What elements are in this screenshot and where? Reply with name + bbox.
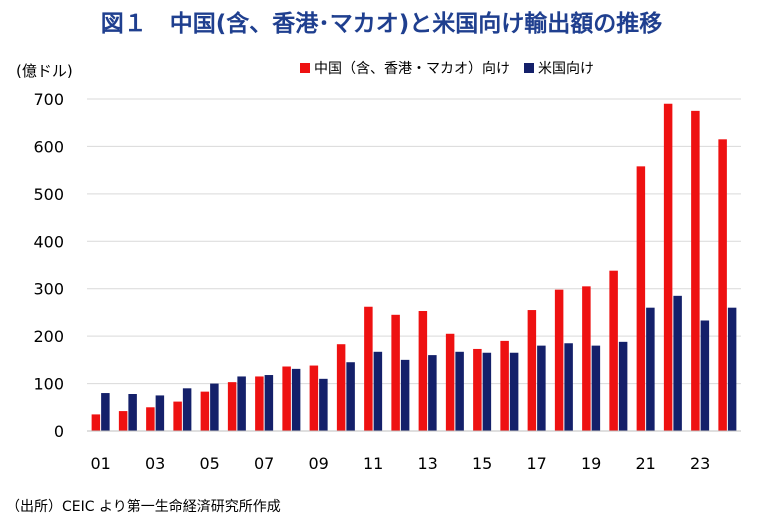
- bar-china-02: [118, 411, 128, 431]
- bar-china-11: [364, 306, 373, 431]
- bar-china-06: [227, 382, 237, 431]
- bar-us-03: [155, 395, 165, 431]
- y-axis-unit-label: (億ドル): [16, 62, 73, 80]
- bar-china-09: [309, 365, 319, 431]
- bar-china-17: [527, 310, 537, 431]
- x-tick-label: 21: [635, 454, 655, 473]
- bar-china-24: [718, 139, 727, 432]
- bar-us-09: [319, 378, 328, 431]
- y-tick-label: 100: [33, 375, 64, 394]
- bar-china-07: [255, 376, 264, 431]
- bar-us-13: [428, 355, 437, 431]
- y-tick-label: 300: [33, 280, 64, 299]
- legend-swatch-us: [524, 63, 534, 73]
- bar-us-18: [564, 343, 573, 431]
- bar-china-19: [582, 286, 591, 431]
- bar-us-11: [373, 351, 383, 431]
- bar-us-17: [537, 345, 546, 431]
- bar-us-21: [646, 307, 655, 431]
- source-note: （出所）CEIC より第一生命経済研究所作成: [6, 499, 281, 515]
- bar-china-18: [554, 289, 564, 431]
- y-tick-label: 500: [33, 185, 64, 204]
- bar-china-14: [445, 333, 455, 431]
- y-tick-label: 600: [33, 137, 64, 156]
- x-tick-label: 05: [199, 454, 219, 473]
- x-tick-label: 23: [690, 454, 710, 473]
- bar-china-23: [691, 110, 700, 431]
- x-tick-label: 19: [581, 454, 601, 473]
- x-tick-label: 13: [417, 454, 437, 473]
- bar-us-16: [509, 352, 519, 431]
- bar-us-04: [182, 388, 192, 431]
- bar-china-01: [91, 414, 101, 431]
- chart-title: 図１ 中国(含、香港･マカオ)と米国向け輸出額の推移: [100, 11, 663, 37]
- bar-china-08: [282, 366, 291, 431]
- y-tick-label: 400: [33, 232, 64, 251]
- x-tick-label: 09: [308, 454, 328, 473]
- bar-china-03: [146, 407, 155, 431]
- bar-us-06: [237, 376, 246, 431]
- bar-us-15: [482, 352, 492, 431]
- bar-us-02: [128, 394, 137, 431]
- legend-item-us: 米国向け: [524, 58, 594, 78]
- bar-us-19: [591, 345, 601, 431]
- y-tick-label: 0: [54, 422, 64, 441]
- bar-us-05: [210, 383, 219, 431]
- bar-us-14: [455, 351, 464, 431]
- bar-us-12: [400, 359, 410, 431]
- y-tick-label: 200: [33, 327, 64, 346]
- x-tick-label: 07: [254, 454, 274, 473]
- legend: 中国（含、香港・マカオ）向け 米国向け: [300, 58, 608, 78]
- bar-china-04: [173, 401, 182, 431]
- legend-label-china: 中国（含、香港・マカオ）向け: [314, 61, 510, 77]
- bar-us-01: [101, 393, 110, 431]
- x-tick-label: 11: [363, 454, 383, 473]
- x-tick-label: 15: [472, 454, 492, 473]
- bar-us-08: [291, 368, 301, 431]
- legend-item-china: 中国（含、香港・マカオ）向け: [300, 58, 510, 78]
- bar-china-15: [473, 348, 482, 431]
- bar-china-05: [200, 391, 210, 431]
- bar-us-24: [727, 307, 737, 431]
- x-tick-label: 01: [90, 454, 110, 473]
- bar-us-10: [346, 362, 355, 431]
- bar-china-22: [663, 103, 673, 431]
- y-tick-label: 700: [33, 90, 64, 109]
- legend-label-us: 米国向け: [538, 61, 594, 77]
- bar-china-21: [636, 166, 646, 431]
- bar-us-22: [673, 295, 682, 431]
- bar-china-12: [391, 314, 400, 431]
- bar-us-07: [264, 375, 274, 431]
- bar-us-23: [700, 320, 710, 431]
- bar-china-13: [418, 311, 428, 431]
- legend-swatch-china: [300, 63, 310, 73]
- bar-china-10: [336, 344, 346, 431]
- x-tick-label: 17: [526, 454, 546, 473]
- x-tick-label: 03: [145, 454, 165, 473]
- bar-us-20: [618, 341, 628, 431]
- bar-china-16: [500, 340, 509, 431]
- bar-china-20: [609, 270, 618, 431]
